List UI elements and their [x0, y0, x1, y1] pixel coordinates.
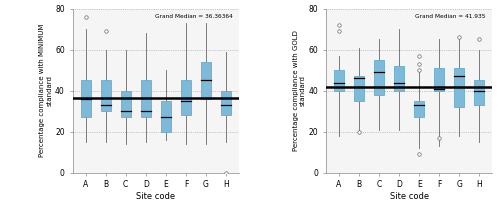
Bar [120, 91, 130, 118]
Bar [434, 68, 444, 91]
Bar [161, 101, 171, 132]
Text: Grand Median = 36.36364: Grand Median = 36.36364 [154, 14, 232, 19]
Bar [221, 91, 231, 115]
Bar [394, 66, 404, 91]
X-axis label: Site code: Site code [136, 192, 175, 201]
Bar [334, 70, 344, 91]
Bar [100, 81, 110, 111]
Bar [201, 62, 211, 99]
Bar [454, 68, 464, 107]
Bar [80, 81, 90, 118]
Bar [414, 101, 424, 118]
Y-axis label: Percentage compliance with MINIMUM
standard: Percentage compliance with MINIMUM stand… [40, 24, 52, 157]
X-axis label: Site code: Site code [390, 192, 428, 201]
Text: Grand Median = 41.935: Grand Median = 41.935 [416, 14, 486, 19]
Y-axis label: Percentage compliance with GOLD
standard: Percentage compliance with GOLD standard [292, 30, 306, 151]
Bar [141, 81, 151, 118]
Bar [374, 60, 384, 95]
Bar [181, 81, 191, 115]
Bar [354, 76, 364, 101]
Bar [474, 81, 484, 105]
